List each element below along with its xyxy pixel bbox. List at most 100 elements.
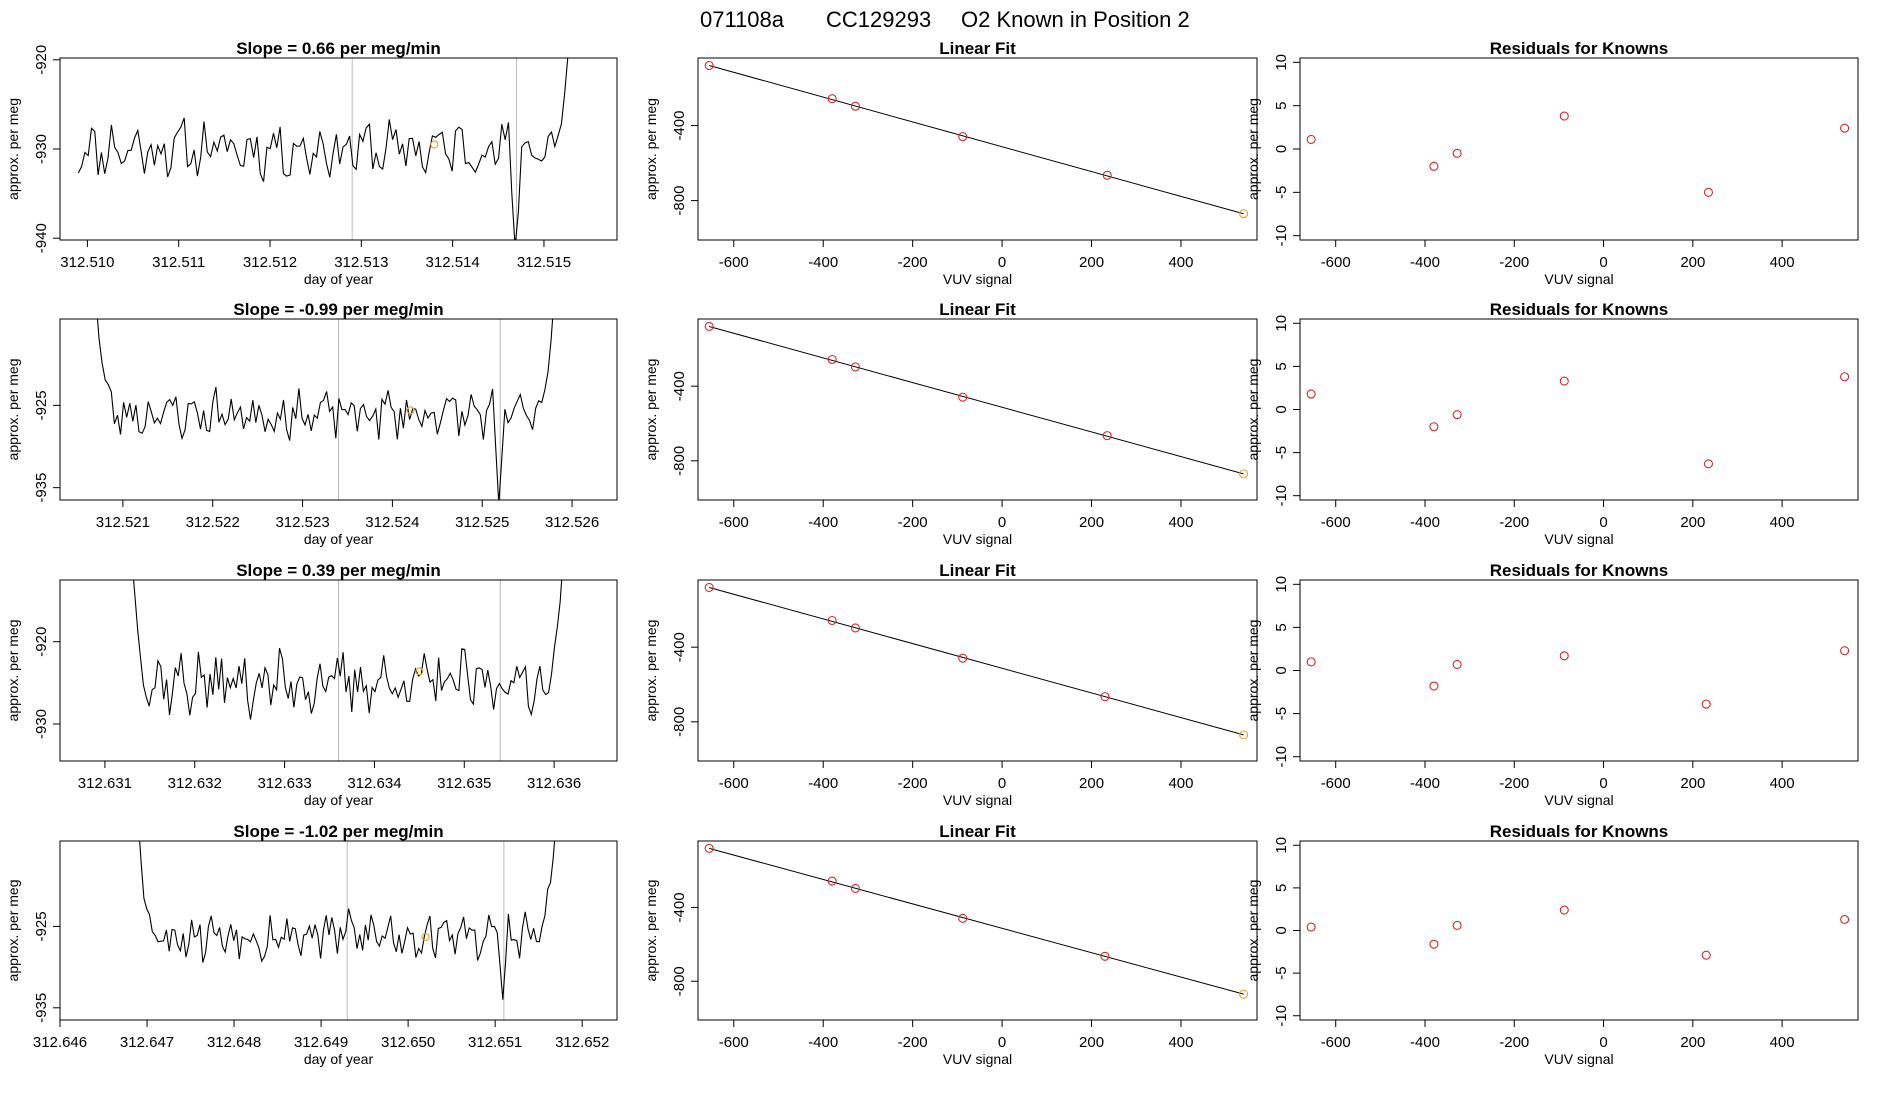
fit-row-3-y-tick-label: -800 bbox=[671, 707, 688, 737]
fit-row-1-x-tick-label: 0 bbox=[998, 254, 1006, 271]
resid-row-3-x-tick-label: 0 bbox=[1599, 775, 1607, 792]
fit-row-4-y-axis-label: approx. per meg bbox=[643, 880, 659, 982]
resid-row-4-data-point bbox=[1306, 922, 1316, 932]
resid-row-2-x-tick-label: 0 bbox=[1599, 514, 1607, 531]
fit-row-1-y-axis-label: approx. per meg bbox=[643, 98, 659, 200]
resid-row-2-panel: Residuals for Knowns -600 -400 -200 0 200 400 1… bbox=[1245, 300, 1859, 547]
resid-row-1-data-point bbox=[1703, 187, 1714, 197]
trace-row-2-x-tick-label: 312.525 bbox=[455, 514, 509, 531]
trace-row-1-panel: Slope = 0.66 per meg/min 312.510 312.511 31… bbox=[5, 39, 618, 287]
fit-row-4-x-axis-label: VUV signal bbox=[943, 1051, 1012, 1067]
trace-row-4-x-tick-label: 312.648 bbox=[207, 1034, 261, 1051]
fit-row-2-data-point bbox=[1239, 469, 1249, 479]
resid-row-1-x-tick-label: 0 bbox=[1599, 254, 1607, 271]
resid-row-3-data-point bbox=[1701, 699, 1711, 709]
fit-row-1-x-tick-label: -600 bbox=[719, 254, 749, 271]
fit-row-3-plot-area bbox=[704, 582, 1249, 740]
resid-row-3-plot-area bbox=[1306, 646, 1850, 709]
trace-row-4-y-axis-label: approx. per meg bbox=[5, 880, 21, 982]
trace-row-1-trace-line bbox=[77, 58, 569, 240]
fit-row-2-data-point bbox=[958, 392, 968, 402]
resid-row-1-y-tick-label: -5 bbox=[1273, 186, 1290, 199]
fit-row-3-data-point bbox=[850, 623, 860, 633]
fit-row-2-data-point bbox=[827, 354, 837, 365]
resid-row-3-panel: Residuals for Knowns -600 -400 -200 0 200 400 1… bbox=[1245, 561, 1859, 808]
resid-row-2-data-point bbox=[1306, 389, 1316, 399]
trace-row-2-highlight-point bbox=[406, 406, 415, 415]
trace-row-2-x-axis-label: day of year bbox=[304, 531, 374, 547]
fit-row-4-y-tick-label: -400 bbox=[671, 892, 688, 922]
resid-row-3-data-point bbox=[1306, 657, 1316, 667]
resid-row-1-x-tick-label: -200 bbox=[1499, 254, 1529, 271]
fit-row-4-y-tick-label: -800 bbox=[671, 966, 688, 996]
fit-row-3-y-axis-label: approx. per meg bbox=[643, 620, 659, 722]
trace-row-3-title: Slope = 0.39 per meg/min bbox=[236, 561, 441, 580]
fit-row-2-y-axis-label: approx. per meg bbox=[643, 359, 659, 461]
trace-row-2-x-tick-label: 312.524 bbox=[365, 514, 419, 531]
resid-row-4-data-point bbox=[1452, 920, 1462, 930]
trace-row-3-trace-line bbox=[133, 580, 563, 720]
resid-row-1-data-point bbox=[1840, 123, 1850, 133]
fit-row-3-frame bbox=[697, 579, 1258, 762]
trace-row-4-x-tick-label: 312.646 bbox=[33, 1034, 87, 1051]
trace-row-4-highlight-point bbox=[421, 932, 430, 942]
trace-row-3-panel: Slope = 0.39 per meg/min 312.631 312.632 31… bbox=[5, 561, 618, 808]
resid-row-1-y-tick-label: 10 bbox=[1273, 54, 1290, 71]
trace-row-2-x-tick-label: 312.523 bbox=[275, 514, 329, 531]
resid-row-1-title: Residuals for Knowns bbox=[1490, 39, 1669, 58]
trace-row-4-x-tick-label: 312.651 bbox=[468, 1034, 522, 1051]
fit-row-1-y-tick-label: -800 bbox=[671, 186, 688, 216]
fit-row-4-data-point bbox=[827, 876, 837, 886]
fit-row-2-frame bbox=[697, 318, 1258, 501]
fit-row-2-y-tick-label: -400 bbox=[671, 371, 688, 401]
trace-row-2-y-axis-label: approx. per meg bbox=[5, 359, 21, 461]
trace-row-3-x-tick-label: 312.631 bbox=[78, 775, 132, 792]
resid-row-1-x-tick-label: 400 bbox=[1770, 254, 1795, 271]
resid-row-4-y-tick-label: 5 bbox=[1273, 884, 1290, 892]
fit-row-2-panel: Linear Fit -600 -400 -200 0 200 400 -400 -800 VUV… bbox=[643, 300, 1258, 547]
fit-row-3-panel: Linear Fit -600 -400 -200 0 200 400 -400 -800 VUV… bbox=[643, 561, 1258, 808]
trace-row-1-title: Slope = 0.66 per meg/min bbox=[236, 39, 441, 58]
fit-row-2-data-point bbox=[704, 321, 714, 332]
fit-row-1-data-point bbox=[704, 60, 714, 71]
trace-row-3-y-tick-label: -920 bbox=[33, 627, 50, 657]
fit-row-4-plot-area bbox=[704, 843, 1249, 999]
resid-row-4-x-tick-label: -400 bbox=[1410, 1034, 1440, 1051]
fit-row-4-data-point bbox=[1100, 951, 1110, 961]
figure-title: 071108a CC129293 O2 Known in Position 2 bbox=[700, 7, 1190, 32]
fit-row-1-frame bbox=[697, 57, 1258, 241]
trace-row-3-x-tick-label: 312.632 bbox=[168, 775, 222, 792]
trace-row-3-x-tick-label: 312.633 bbox=[257, 775, 311, 792]
fit-row-4-x-tick-label: -200 bbox=[898, 1034, 928, 1051]
resid-row-1-y-tick-label: -10 bbox=[1273, 225, 1290, 247]
trace-row-2-y-tick-label: -935 bbox=[33, 473, 50, 503]
trace-row-3-y-axis-label: approx. per meg bbox=[5, 620, 21, 722]
fit-row-1-panel: Linear Fit -600 -400 -200 0 200 400 -400 -800 VUV… bbox=[643, 39, 1258, 287]
resid-row-2-x-axis-label: VUV signal bbox=[1544, 531, 1613, 547]
resid-row-1-x-tick-label: -600 bbox=[1321, 254, 1351, 271]
trace-row-1-x-axis-label: day of year bbox=[304, 271, 374, 287]
fit-row-2-title: Linear Fit bbox=[939, 300, 1016, 319]
fit-row-4-data-point bbox=[850, 883, 860, 893]
trace-row-4-y-tick-label: -935 bbox=[33, 993, 50, 1023]
fit-row-2-plot-area bbox=[704, 321, 1249, 479]
trace-row-2-x-tick-label: 312.526 bbox=[545, 514, 599, 531]
resid-row-3-y-axis-label: approx. per meg bbox=[1245, 620, 1261, 722]
trace-row-1-x-tick-label: 312.511 bbox=[152, 254, 205, 271]
trace-row-3-highlight-point bbox=[415, 667, 424, 676]
trace-row-2-trace-line bbox=[96, 319, 554, 500]
fit-row-3-x-tick-label: 0 bbox=[998, 775, 1006, 792]
figure-title-id: 071108a bbox=[700, 7, 785, 32]
fit-row-1-x-axis-label: VUV signal bbox=[943, 271, 1012, 287]
trace-row-1-highlight-point bbox=[430, 140, 439, 149]
fit-row-4-frame bbox=[697, 840, 1258, 1021]
resid-row-4-y-tick-label: 10 bbox=[1273, 837, 1290, 854]
fit-row-4-data-point bbox=[958, 913, 968, 923]
resid-row-4-x-tick-label: -200 bbox=[1499, 1034, 1529, 1051]
fit-row-4-fit-line bbox=[709, 847, 1244, 995]
resid-row-3-x-tick-label: 400 bbox=[1770, 775, 1795, 792]
resid-row-3-data-point bbox=[1840, 646, 1850, 656]
resid-row-3-y-tick-label: 5 bbox=[1273, 623, 1290, 631]
fit-row-2-x-tick-label: 200 bbox=[1079, 514, 1104, 531]
resid-row-4-frame bbox=[1299, 840, 1859, 1021]
